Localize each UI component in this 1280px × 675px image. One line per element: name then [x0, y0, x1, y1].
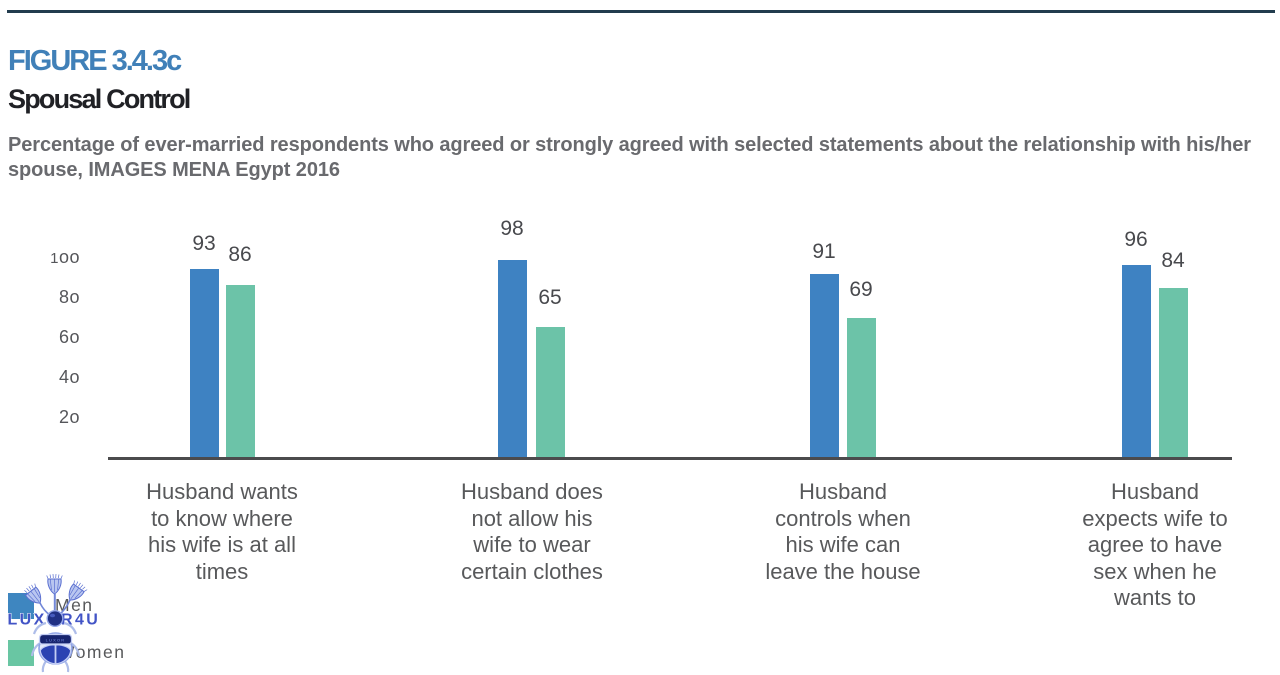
- svg-text:R4U: R4U: [61, 611, 100, 628]
- svg-text:LUX: LUX: [8, 611, 47, 628]
- svg-text:LUXOR: LUXOR: [46, 638, 66, 643]
